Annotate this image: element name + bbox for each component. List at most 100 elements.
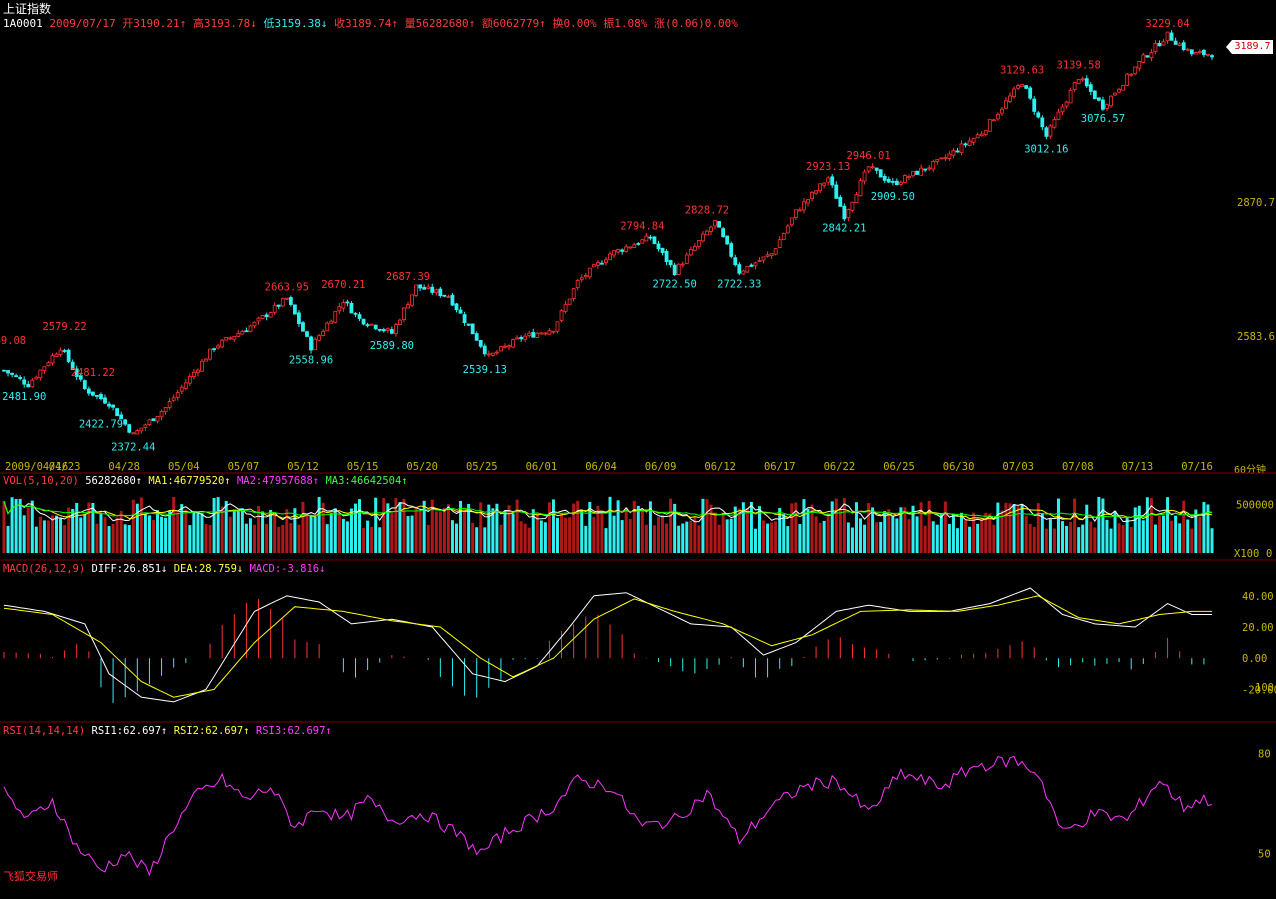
volume-bar: [511, 513, 515, 553]
candle-body: [99, 394, 103, 400]
volume-bar: [644, 524, 648, 553]
candle-body: [1080, 78, 1085, 81]
candle-body: [377, 328, 382, 331]
vol-axis-tick: 0: [1266, 548, 1272, 560]
candle-body: [935, 158, 940, 162]
candle-body: [503, 345, 507, 348]
volume-bar: [745, 508, 749, 553]
candle-body: [337, 306, 342, 312]
volume-bar: [398, 502, 402, 553]
volume-bar: [1190, 528, 1194, 553]
volume-bar: [50, 515, 54, 553]
candle-body: [329, 320, 334, 324]
candle-body: [1137, 61, 1142, 69]
volume-bar: [71, 509, 75, 553]
macd-dea: DEA:28.759↓: [173, 563, 244, 575]
candle-body: [1169, 32, 1174, 41]
price-annotation: 3076.57: [1081, 113, 1125, 125]
quote-date: 2009/07/17: [49, 17, 116, 30]
volume-bar: [947, 523, 951, 553]
vol-unit-label: X100: [1234, 548, 1259, 560]
volume-bar: [309, 515, 313, 553]
volume-bar: [248, 518, 252, 553]
macd-axis-tick: -20.00: [1242, 684, 1276, 696]
candle-body: [624, 246, 629, 252]
candle-body: [135, 430, 140, 435]
date-axis-tick: 06/25: [883, 461, 915, 473]
candle-body: [789, 217, 794, 226]
candle-body: [288, 297, 293, 305]
candle-body: [725, 235, 730, 245]
date-axis-tick: 2009/04/16: [5, 461, 68, 473]
candle-body: [54, 353, 59, 357]
volume-bar: [1141, 520, 1145, 553]
volume-bar: [733, 506, 737, 553]
candle-body: [1084, 78, 1089, 87]
volume-bar: [1149, 498, 1153, 553]
rsi-name: RSI(14,14,14): [3, 725, 86, 737]
price-annotation: 2579.22: [42, 321, 86, 333]
macd-name: MACD(26,12,9): [3, 563, 86, 575]
volume-bar: [1125, 517, 1129, 553]
candle-body: [947, 153, 952, 159]
rsi-axis-tick: 80: [1258, 748, 1271, 760]
candle-body: [260, 315, 265, 319]
candle-body: [729, 243, 734, 257]
candle-body: [826, 177, 831, 183]
quote-info-bar: 1A0001 2009/07/17 开3190.21↑ 高3193.78↓ 低3…: [3, 15, 738, 31]
quote-close: 收3189.74↑: [334, 17, 399, 30]
volume-bar: [632, 500, 636, 553]
volume-bar: [972, 512, 976, 553]
candle-body: [406, 304, 410, 309]
volume-bar: [818, 522, 822, 553]
volume-bar: [1166, 497, 1170, 553]
volume-bar: [471, 522, 475, 553]
volume-bar: [503, 510, 507, 553]
vol-ma1: MA1:46779520↑: [148, 475, 231, 487]
volume-bar: [46, 520, 50, 553]
volume-bar: [1109, 528, 1113, 553]
volume-bar: [1081, 524, 1085, 553]
candle-body: [983, 130, 988, 135]
candle-body: [236, 332, 241, 337]
candle-body: [450, 294, 455, 306]
candle-body: [418, 284, 423, 289]
volume-bar: [588, 501, 592, 553]
macd-diff: DIFF:26.851↓: [91, 563, 168, 575]
macd-axis-tick: 20.00: [1242, 622, 1274, 634]
candle-body: [1181, 42, 1186, 51]
candle-body: [333, 310, 338, 323]
volume-bar: [1016, 506, 1020, 553]
volume-bar: [1133, 507, 1137, 553]
volume-bar: [119, 510, 123, 553]
candle-body: [967, 140, 972, 146]
candle-body: [1016, 85, 1020, 89]
volume-bar: [446, 504, 450, 553]
volume-bar: [887, 509, 891, 553]
candle-body: [1206, 53, 1210, 56]
candle-body: [866, 166, 871, 172]
candle-body: [595, 262, 600, 266]
candle-body: [442, 294, 447, 297]
candle-body: [1177, 43, 1182, 46]
volume-bar: [123, 524, 127, 553]
candle-body: [422, 287, 427, 290]
volume-bar: [584, 525, 588, 553]
volume-bar: [673, 503, 677, 553]
candle-body: [70, 361, 75, 371]
volume-bar: [390, 512, 394, 553]
volume-bar: [301, 501, 305, 553]
volume-bar: [1032, 526, 1036, 553]
volume-bar: [252, 524, 256, 553]
candle-body: [842, 205, 847, 220]
date-axis-tick: 05/25: [466, 461, 498, 473]
candle-body: [890, 180, 895, 183]
candle-body: [963, 143, 968, 146]
candle-body: [761, 256, 766, 261]
candle-body: [398, 319, 402, 325]
candle-body: [1129, 73, 1134, 76]
candle-body: [159, 411, 164, 418]
candle-body: [10, 372, 14, 375]
